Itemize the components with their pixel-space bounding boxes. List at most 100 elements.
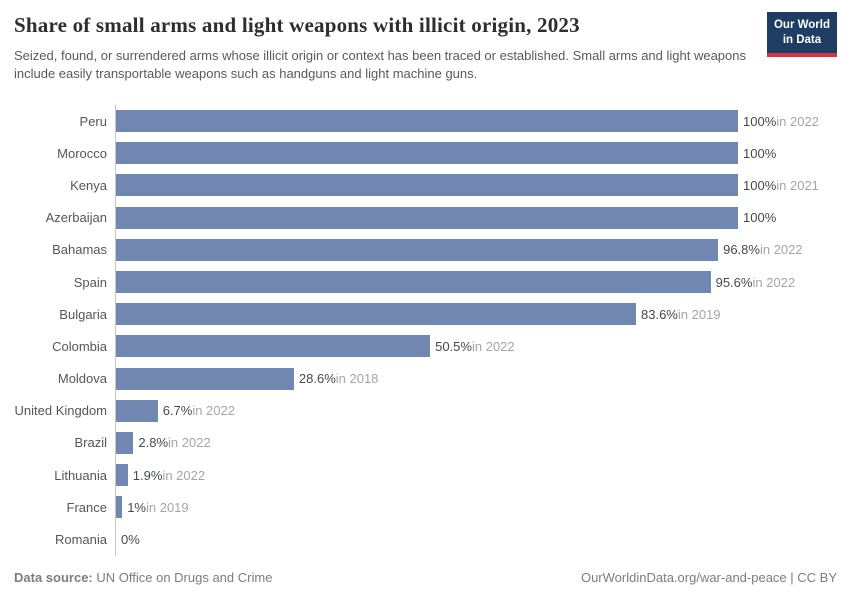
value-label: 100% [743, 146, 776, 161]
country-label[interactable]: Bahamas [52, 242, 107, 258]
country-label[interactable]: Brazil [74, 435, 107, 451]
country-label[interactable]: Colombia [52, 338, 107, 354]
value-label: 0% [121, 532, 140, 547]
value-label: 96.8%in 2022 [723, 242, 803, 257]
country-label[interactable]: Romania [54, 532, 107, 548]
chart-footer: Data source: UN Office on Drugs and Crim… [14, 570, 837, 585]
year-note: in 2022 [752, 274, 796, 290]
country-label[interactable]: Moldova [57, 371, 107, 387]
value-label: 100%in 2021 [743, 178, 819, 193]
year-note: in 2022 [192, 403, 235, 419]
bar-track: 50.5%in 2022 [115, 330, 850, 363]
chart-subtitle: Seized, found, or surrendered arms whose… [14, 48, 746, 81]
owid-logo[interactable]: Our World in Data [766, 12, 837, 57]
bar[interactable] [116, 496, 123, 519]
bar[interactable] [116, 271, 711, 294]
bar-track: 100%in 2021 [115, 169, 850, 202]
country-label[interactable]: France [66, 499, 107, 515]
bar[interactable] [116, 399, 158, 422]
bar-track: 100% [115, 137, 850, 170]
year-note: in 2018 [335, 371, 379, 387]
value-number: 100% [743, 113, 777, 129]
year-note: in 2019 [677, 306, 721, 322]
year-note: in 2022 [162, 467, 206, 483]
value-number: 100% [743, 210, 777, 226]
value-number: 96.8% [723, 242, 760, 258]
year-note: in 2022 [759, 242, 803, 258]
data-source-value: UN Office on Drugs and Crime [96, 570, 273, 585]
bar-track: 2.8%in 2022 [115, 426, 850, 460]
bar-row: Bulgaria 83.6%in 2019 [0, 298, 850, 331]
bar-track: 100%in 2022 [115, 105, 850, 138]
chart-header: Share of small arms and light weapons wi… [14, 13, 755, 83]
data-source: Data source: UN Office on Drugs and Crim… [14, 570, 272, 585]
bar-track: 1.9%in 2022 [115, 459, 850, 492]
country-label[interactable]: Bulgaria [59, 306, 107, 322]
bar-track: 95.6%in 2022 [115, 265, 850, 299]
bar-row: Morocco 100% [0, 137, 850, 170]
bar[interactable] [116, 110, 738, 133]
value-number: 50.5% [435, 338, 472, 354]
value-label: 50.5%in 2022 [435, 339, 515, 354]
value-label: 28.6%in 2018 [299, 371, 379, 386]
bar-row: Romania 0% [0, 523, 850, 556]
owid-logo-line1: Our World [773, 19, 830, 31]
year-note: in 2021 [776, 177, 819, 193]
bar-track: 1%in 2019 [115, 491, 850, 524]
bar[interactable] [116, 174, 738, 197]
country-label[interactable]: Peru [79, 113, 107, 129]
year-note: in 2022 [776, 113, 819, 129]
year-note: in 2019 [145, 499, 189, 515]
bar[interactable] [116, 431, 134, 454]
country-label[interactable]: Lithuania [54, 467, 107, 483]
bar-row: Colombia 50.5%in 2022 [0, 330, 850, 363]
bar-row: Kenya 100%in 2021 [0, 169, 850, 202]
value-label: 6.7%in 2022 [163, 403, 235, 418]
owid-logo-line2: in Data [782, 33, 822, 46]
bar-track: 6.7%in 2022 [115, 394, 850, 427]
bar-track: 28.6%in 2018 [115, 362, 850, 395]
value-label: 2.8%in 2022 [138, 435, 210, 450]
value-number: 83.6% [641, 306, 678, 322]
country-label[interactable]: Kenya [70, 177, 107, 193]
bar-row: Azerbaijan 100% [0, 201, 850, 234]
bar-track: 96.8%in 2022 [115, 233, 850, 266]
license-link[interactable]: OurWorldinData.org/war-and-peace | CC BY [580, 570, 837, 585]
value-label: 95.6%in 2022 [716, 275, 796, 290]
country-label[interactable]: Spain [73, 274, 107, 290]
country-label[interactable]: Morocco [57, 145, 107, 161]
bar-row: Peru 100%in 2022 [0, 105, 850, 138]
bar[interactable] [116, 142, 738, 165]
country-label[interactable]: United Kingdom [14, 403, 108, 419]
value-number: 100% [743, 177, 777, 193]
bar-track: 100% [115, 201, 850, 234]
bar-row: Lithuania 1.9%in 2022 [0, 459, 850, 492]
value-number: 28.6% [298, 371, 336, 387]
bar-track: 0% [115, 523, 850, 556]
bar-row: Bahamas 96.8%in 2022 [0, 233, 850, 266]
bar-row: Spain 95.6%in 2022 [0, 265, 850, 299]
bar-chart: Peru 100%in 2022 Morocco 100% Kenya 100%in 20… [0, 105, 850, 556]
value-number: 100% [743, 145, 777, 161]
data-source-label: Data source: [14, 570, 93, 585]
bar-track: 83.6%in 2019 [115, 298, 850, 331]
value-label: 100%in 2022 [743, 114, 819, 129]
country-label[interactable]: Azerbaijan [45, 210, 107, 226]
bar[interactable] [116, 238, 719, 261]
chart-title: Share of small arms and light weapons wi… [14, 13, 580, 37]
bar-row: Brazil 2.8%in 2022 [0, 426, 850, 460]
bar[interactable] [116, 335, 431, 358]
bar[interactable] [116, 367, 294, 390]
value-label: 1%in 2019 [127, 500, 188, 515]
value-label: 1.9%in 2022 [133, 468, 205, 483]
value-number: 1% [127, 499, 146, 515]
bar[interactable] [116, 206, 738, 229]
value-label: 100% [743, 210, 776, 225]
value-number: 2.8% [138, 435, 169, 451]
bar[interactable] [116, 303, 636, 326]
bar[interactable] [116, 464, 128, 487]
value-number: 0% [121, 532, 140, 548]
year-note: in 2022 [471, 338, 515, 354]
year-note: in 2022 [168, 435, 211, 451]
